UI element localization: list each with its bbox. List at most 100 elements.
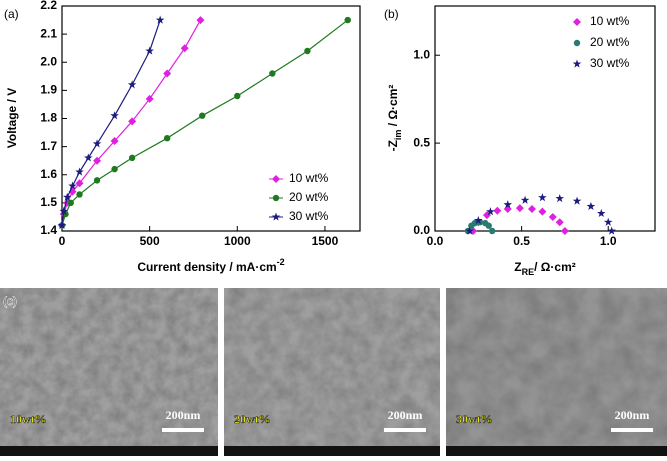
marker [471,219,479,227]
scale-text: 200nm [615,408,650,422]
marker [493,206,502,215]
y-tick-label: 0.5 [413,135,430,149]
x-tick-label: 0 [59,234,66,248]
sample-label: 30wt% [456,412,493,426]
marker [597,208,606,218]
panel-label: (b) [384,7,399,21]
legend-label: 30 wt% [289,209,329,223]
x-tick-label: 0.5 [513,234,530,248]
marker [515,204,524,213]
y-tick-label: 1.8 [40,111,57,125]
scale-bar [162,428,204,432]
marker [110,111,119,120]
marker [67,199,74,207]
x-axis-label: ZRE/ Ω·cm² [514,260,575,277]
marker [474,215,483,225]
x-tick-label: 1000 [224,234,251,248]
y-tick-label: 1.7 [40,139,57,153]
marker [180,44,189,53]
marker [555,193,564,203]
x-tick-label: 0.0 [427,234,444,248]
marker [128,117,137,126]
marker [62,192,72,201]
y-tick-label: 1.5 [40,195,57,209]
marker [573,18,581,26]
x-axis-label: Current density / mA·cm-2 [137,257,284,274]
axis-label-part: Z [514,260,521,274]
x-tick-label: 1500 [312,234,339,248]
marker [528,205,537,214]
marker [586,201,596,211]
legend-label: 10 wt% [590,14,630,28]
y-tick-label: 2.2 [40,0,57,12]
legend-label: 30 wt% [590,56,630,70]
marker [93,177,101,184]
sample-label: 10wt% [10,412,47,426]
legend-label: 10 wt% [289,171,329,185]
sem-image [446,288,667,446]
sem-info-bar [446,446,667,456]
marker [603,217,613,226]
marker [304,47,311,55]
marker [163,134,171,142]
marker [92,139,102,148]
panel-label: (c) [3,294,17,308]
marker [75,167,84,176]
marker [573,39,581,47]
marker [76,191,83,198]
legend-label: 20 wt% [289,190,329,204]
marker [344,16,351,24]
sem-info-bar [0,446,218,456]
scale-bar [611,428,653,432]
y-tick-label: 2.0 [40,54,57,68]
marker [538,207,547,216]
marker [548,212,557,221]
marker [555,218,564,227]
marker [196,16,205,25]
marker [485,222,492,229]
sem-image [224,288,440,446]
marker [110,137,119,145]
sem-info-bar [224,446,440,456]
marker [127,80,137,89]
marker [572,196,582,205]
y-axis-label: Voltage / V [5,88,19,148]
axis-label-part: / Ω·cm² [534,260,576,274]
axis-label-part: Voltage / V [5,88,19,148]
marker [93,156,102,165]
marker [155,15,165,24]
axis-label-part: -Z [386,140,400,151]
marker [503,200,513,209]
marker [68,181,77,190]
scale-text: 200nm [388,408,423,422]
marker [163,69,172,78]
axis-label-part: Current density / mA·cm [137,260,276,274]
sem-image [0,288,218,446]
marker [269,70,276,77]
marker [59,206,69,215]
y-tick-label: 1.0 [413,47,430,61]
y-tick-label: 1.9 [40,83,57,97]
legend-label: 20 wt% [590,35,630,49]
marker [560,227,569,235]
y-tick-label: 1.6 [40,167,57,181]
marker [538,193,547,202]
marker [234,92,241,100]
marker [75,179,84,188]
y-axis-label: -Zim / Ω·cm² [386,85,403,152]
marker [84,153,93,162]
axis-label-part: im [393,130,403,141]
marker [111,165,118,173]
axis-label-part: RE [522,267,535,277]
y-tick-label: 1.4 [40,223,57,237]
sample-label: 20wt% [234,412,271,426]
marker [465,226,474,235]
marker [128,154,136,162]
panel-label: (a) [4,7,19,21]
marker [199,112,206,119]
plot-frame [434,5,656,232]
y-tick-label: 0.0 [413,223,430,237]
marker [607,226,616,235]
marker [57,220,67,230]
